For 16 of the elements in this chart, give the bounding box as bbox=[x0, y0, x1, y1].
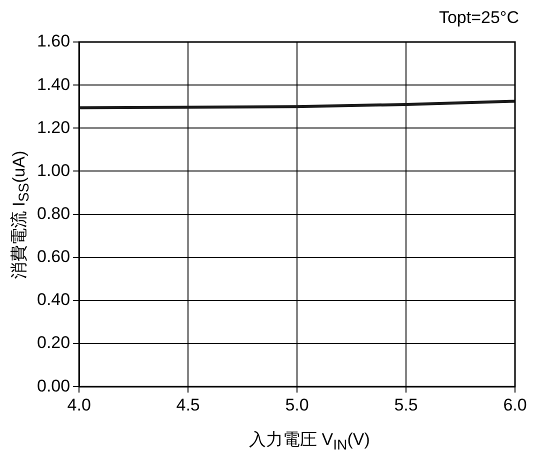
y-tick-label: 0.40 bbox=[36, 290, 70, 310]
x-tick-label: 4.5 bbox=[176, 395, 200, 414]
y-tick-label: 1.40 bbox=[36, 74, 70, 94]
x-tick-label: 6.0 bbox=[503, 395, 527, 414]
y-tick-label: 0.00 bbox=[36, 376, 70, 396]
x-axis-title: 入力電圧 V$_{IN}$(V) bbox=[248, 428, 371, 453]
x-tick-label: 5.5 bbox=[394, 395, 418, 414]
x-tick-label: 5.0 bbox=[285, 395, 309, 414]
text: Topt=25°C bbox=[438, 8, 519, 28]
y-tick-label: 1.60 bbox=[36, 32, 70, 51]
y-tick-label: 0.60 bbox=[36, 247, 70, 266]
x-tick-label: 4.0 bbox=[67, 395, 91, 414]
y-tick-label: 1.00 bbox=[36, 160, 70, 180]
y-tick-label: 1.20 bbox=[36, 118, 70, 137]
y-tick-label: 0.20 bbox=[36, 333, 70, 352]
y-tick-label: 0.80 bbox=[36, 204, 70, 223]
